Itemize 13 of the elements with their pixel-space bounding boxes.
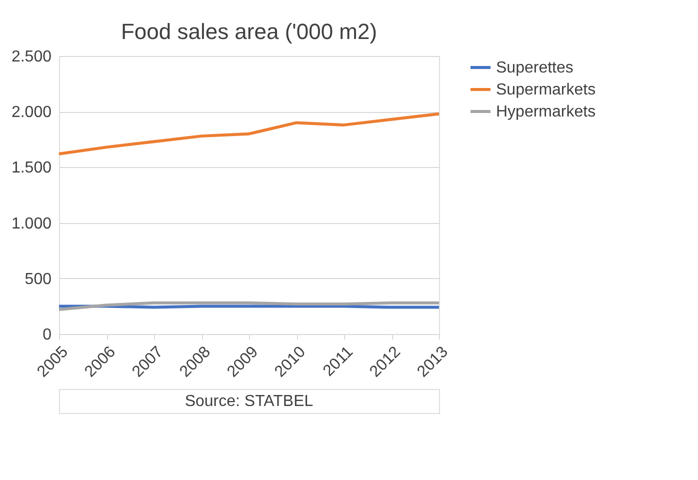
- line-series: [58, 112, 440, 156]
- y-tick-label: 500: [24, 270, 52, 288]
- line-series: [58, 301, 440, 312]
- y-tick-label: 2.500: [11, 48, 52, 66]
- legend-label: Hypermarkets: [496, 104, 596, 120]
- legend-label: Supermarkets: [496, 82, 596, 98]
- chart-title: Food sales area ('000 m2): [120, 19, 378, 44]
- source-note: Source: STATBEL: [184, 393, 314, 410]
- y-tick-label: 1.000: [11, 215, 52, 232]
- y-tick-label: 0: [42, 326, 52, 344]
- legend-label: Superettes: [496, 60, 574, 76]
- y-tick-label: 2.000: [11, 104, 52, 122]
- y-tick-label: 1.500: [11, 160, 52, 177]
